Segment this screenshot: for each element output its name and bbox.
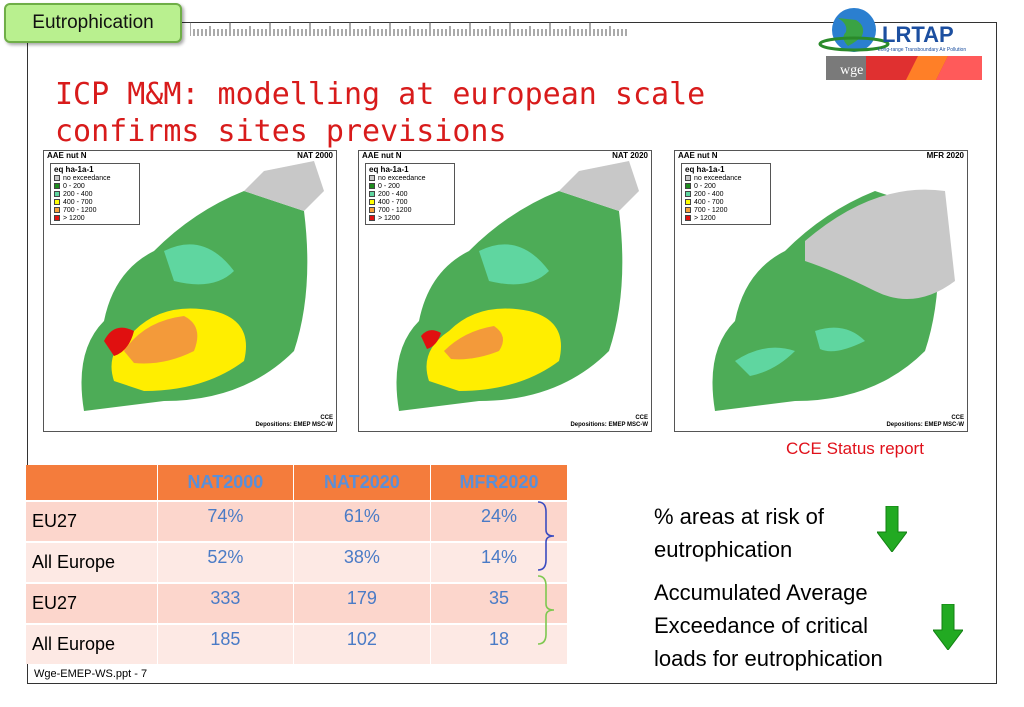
legend-item: no exceedance <box>54 174 136 182</box>
note-areas: % areas at risk of eutrophication <box>654 504 824 562</box>
table-header-cell: NAT2000 <box>157 465 294 501</box>
map-legend: eq ha-1a-1 no exceedance 0 - 200 200 - 4… <box>50 163 140 225</box>
map-left-header: AAE nut N <box>678 151 718 160</box>
results-table: NAT2000 NAT2020 MFR2020 EU27 74% 61% 24% Al… <box>26 465 569 664</box>
table-header-cell: MFR2020 <box>430 465 569 501</box>
legend-item: 200 - 400 <box>54 190 136 198</box>
map-nat2020: AAE nut N NAT 2020 eq ha-1a-1 no exceeda… <box>358 150 652 432</box>
arrow-down-icon <box>933 604 963 650</box>
legend-item: 200 - 400 <box>369 190 451 198</box>
legend-item: 400 - 700 <box>54 198 136 206</box>
legend-item: 400 - 700 <box>369 198 451 206</box>
footer-text: Wge-EMEP-WS.ppt - 7 <box>34 668 148 680</box>
map-right-header: NAT 2000 <box>297 151 333 160</box>
map-footer: CCE Depositions: EMEP MSC-W <box>255 415 333 428</box>
table-row: EU27 333 179 35 <box>26 582 569 624</box>
legend-item: 200 - 400 <box>685 190 767 198</box>
map-right-header: MFR 2020 <box>926 151 964 160</box>
note-aae: Accumulated Average Exceedance of critica… <box>654 580 883 671</box>
legend-item: 0 - 200 <box>685 182 767 190</box>
legend-title: eq ha-1a-1 <box>54 165 94 174</box>
table-row: All Europe 185 102 18 <box>26 623 569 664</box>
brace-aae <box>537 575 555 645</box>
legend-item: 0 - 200 <box>54 182 136 190</box>
table-header-cell <box>26 465 158 501</box>
legend-item: 700 - 1200 <box>54 206 136 214</box>
europe-map-nat2020 <box>396 161 639 411</box>
legend-item: no exceedance <box>369 174 451 182</box>
topic-tag: Eutrophication <box>4 3 182 43</box>
table-header-row: NAT2000 NAT2020 MFR2020 <box>26 465 569 501</box>
legend-item: > 1200 <box>54 214 136 222</box>
logo-badge: wge <box>840 63 863 78</box>
legend-item: 0 - 200 <box>369 182 451 190</box>
legend-item: > 1200 <box>369 214 451 222</box>
map-footer: CCE Depositions: EMEP MSC-W <box>886 415 964 428</box>
map-footer: CCE Depositions: EMEP MSC-W <box>570 415 648 428</box>
map-left-header: AAE nut N <box>47 151 87 160</box>
map-nat2000: AAE nut N NAT 2000 eq ha-1a-1 no exceeda… <box>43 150 337 432</box>
arrow-down-icon <box>877 506 907 552</box>
slide-title: ICP M&M: modelling at european scale con… <box>55 77 706 149</box>
map-right-header: NAT 2020 <box>612 151 648 160</box>
table-row: EU27 74% 61% 24% <box>26 500 569 542</box>
slide-frame <box>27 22 997 684</box>
table-row: All Europe 52% 38% 14% <box>26 541 569 583</box>
table-header-cell: NAT2020 <box>293 465 431 501</box>
legend-item: > 1200 <box>685 214 767 222</box>
europe-map-nat2000 <box>81 161 324 411</box>
map-legend: eq ha-1a-1 no exceedance 0 - 200 200 - 4… <box>365 163 455 225</box>
logo-subtitle: Long-range Transboundary Air Pollution <box>878 47 966 53</box>
map-legend: eq ha-1a-1 no exceedance 0 - 200 200 - 4… <box>681 163 771 225</box>
map-mfr2020: AAE nut N MFR 2020 eq ha-1a-1 no exceeda… <box>674 150 968 432</box>
lrtap-logo: LRTAP Long-range Transboundary Air Pollu… <box>818 8 982 80</box>
source-citation: CCE Status report <box>786 439 924 458</box>
legend-item: no exceedance <box>685 174 767 182</box>
legend-item: 700 - 1200 <box>369 206 451 214</box>
logo-name: LRTAP <box>882 22 954 47</box>
europe-map-mfr2020 <box>712 189 955 411</box>
map-left-header: AAE nut N <box>362 151 402 160</box>
legend-item: 700 - 1200 <box>685 206 767 214</box>
legend-item: 400 - 700 <box>685 198 767 206</box>
ruler-decoration <box>190 22 627 36</box>
brace-percent <box>537 501 555 571</box>
